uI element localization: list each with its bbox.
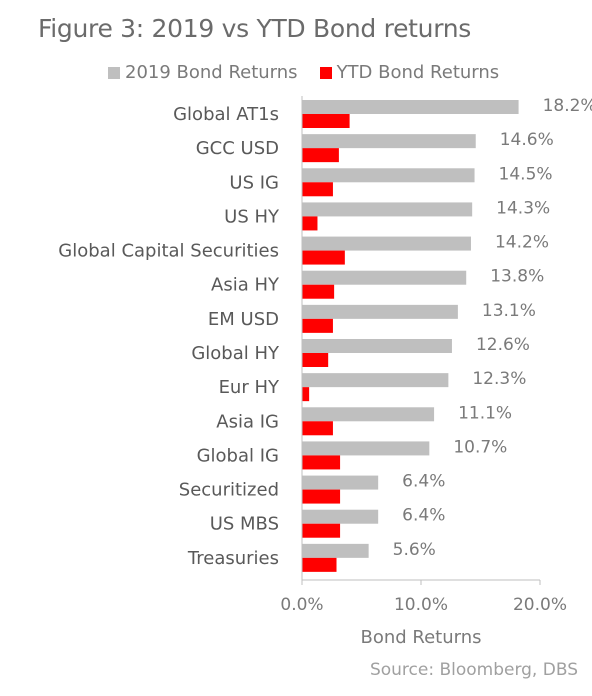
category-label-1: GCC USD bbox=[196, 138, 279, 159]
bar-ytd-10 bbox=[302, 455, 341, 470]
category-label-2: US IG bbox=[229, 172, 279, 193]
data-label-2019-2: 14.5% bbox=[499, 164, 553, 184]
bar-2019-0 bbox=[302, 100, 519, 114]
category-label-8: Eur HY bbox=[219, 377, 280, 398]
category-label-3: US HY bbox=[224, 206, 280, 227]
bar-ytd-11 bbox=[302, 489, 341, 504]
bar-ytd-0 bbox=[302, 114, 350, 128]
bar-2019-7 bbox=[302, 339, 452, 353]
legend-swatch-ytd bbox=[319, 66, 332, 79]
legend-swatch-2019 bbox=[108, 66, 120, 79]
bar-ytd-6 bbox=[302, 318, 333, 333]
data-label-2019-7: 12.6% bbox=[476, 335, 530, 355]
data-label-2019-9: 11.1% bbox=[458, 403, 512, 423]
data-label-2019-4: 14.2% bbox=[495, 233, 549, 253]
category-label-5: Asia HY bbox=[211, 275, 280, 296]
data-label-2019-12: 6.4% bbox=[402, 506, 445, 526]
legend-item-ytd: YTD Bond Returns bbox=[319, 62, 500, 83]
bar-ytd-5 bbox=[302, 284, 335, 299]
bar-2019-5 bbox=[302, 270, 467, 285]
category-label-10: Global IG bbox=[197, 445, 279, 466]
category-label-4: Global Capital Securities bbox=[58, 241, 279, 262]
bar-ytd-13 bbox=[302, 557, 337, 572]
data-label-2019-6: 13.1% bbox=[482, 301, 536, 321]
bar-2019-11 bbox=[302, 475, 379, 490]
data-label-2019-1: 14.6% bbox=[500, 130, 554, 150]
bar-2019-9 bbox=[302, 407, 435, 422]
bar-ytd-1 bbox=[302, 148, 339, 163]
category-label-6: EM USD bbox=[208, 309, 279, 330]
bar-ytd-8 bbox=[302, 387, 310, 402]
x-tick-label-2: 20.0% bbox=[513, 595, 567, 615]
data-label-2019-5: 13.8% bbox=[490, 267, 544, 287]
legend-label-ytd: YTD Bond Returns bbox=[336, 62, 500, 83]
bar-ytd-4 bbox=[302, 250, 345, 265]
category-label-13: Treasuries bbox=[187, 548, 279, 569]
bar-ytd-7 bbox=[302, 353, 329, 367]
bar-2019-6 bbox=[302, 304, 458, 319]
bar-ytd-12 bbox=[302, 523, 341, 538]
category-label-11: Securitized bbox=[179, 480, 279, 501]
legend-label-2019: 2019 Bond Returns bbox=[125, 62, 298, 83]
legend-item-2019: 2019 Bond Returns bbox=[108, 62, 298, 83]
bar-2019-8 bbox=[302, 373, 449, 388]
chart-legend: 2019 Bond Returns YTD Bond Returns bbox=[108, 62, 521, 83]
category-label-0: Global AT1s bbox=[173, 104, 279, 125]
bar-2019-1 bbox=[302, 134, 476, 149]
data-label-2019-3: 14.3% bbox=[496, 198, 550, 218]
source-note: Source: Bloomberg, DBS bbox=[369, 660, 578, 680]
bar-ytd-9 bbox=[302, 421, 333, 436]
category-label-7: Global HY bbox=[191, 343, 280, 364]
x-tick-label-0: 0.0% bbox=[280, 595, 323, 615]
bar-2019-13 bbox=[302, 543, 369, 558]
bar-2019-3 bbox=[302, 202, 473, 217]
x-axis-title: Bond Returns bbox=[360, 627, 481, 648]
bar-2019-10 bbox=[302, 441, 430, 456]
bar-2019-2 bbox=[302, 168, 475, 183]
data-label-2019-10: 10.7% bbox=[453, 437, 507, 457]
data-label-2019-13: 5.6% bbox=[393, 540, 436, 560]
bar-ytd-3 bbox=[302, 216, 318, 231]
data-label-2019-0: 18.2% bbox=[543, 96, 592, 116]
chart-title: Figure 3: 2019 vs YTD Bond returns bbox=[38, 14, 472, 43]
category-label-9: Asia IG bbox=[216, 411, 279, 432]
x-tick-label-1: 10.0% bbox=[394, 595, 448, 615]
category-label-12: US MBS bbox=[210, 514, 279, 535]
bar-2019-12 bbox=[302, 509, 379, 524]
data-label-2019-8: 12.3% bbox=[472, 369, 526, 389]
data-label-2019-11: 6.4% bbox=[402, 472, 445, 492]
bar-2019-4 bbox=[302, 236, 471, 251]
bar-ytd-2 bbox=[302, 182, 333, 197]
